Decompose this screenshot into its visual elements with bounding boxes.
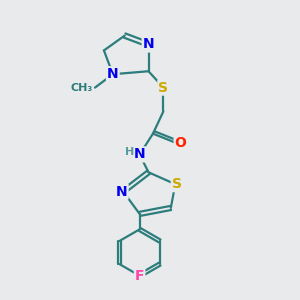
Text: N: N	[134, 148, 146, 161]
Text: F: F	[135, 269, 144, 283]
Text: H: H	[124, 147, 134, 157]
Text: O: O	[175, 136, 187, 150]
Text: S: S	[158, 81, 168, 94]
Text: N: N	[116, 184, 128, 199]
Text: CH₃: CH₃	[70, 82, 93, 93]
Text: S: S	[172, 177, 182, 191]
Text: N: N	[107, 67, 119, 81]
Text: N: N	[143, 38, 154, 52]
